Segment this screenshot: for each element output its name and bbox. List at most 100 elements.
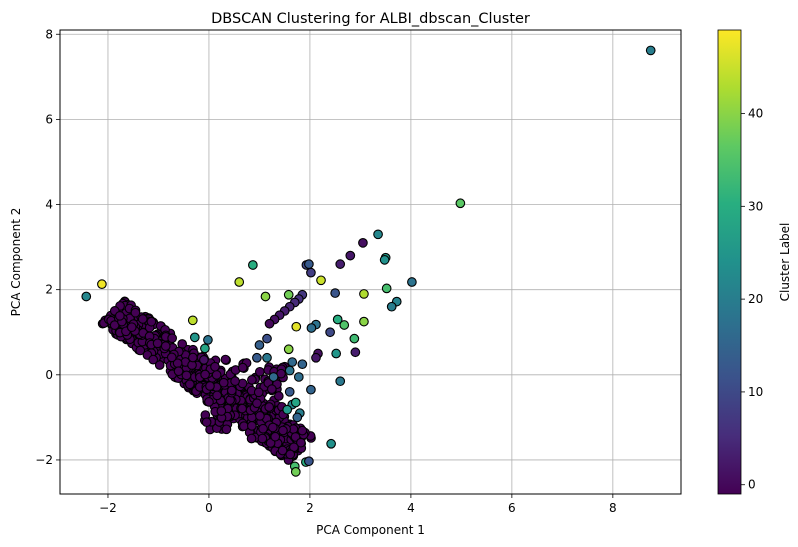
data-point: [316, 275, 326, 286]
plot-frame: [59, 29, 682, 495]
data-point: [285, 449, 296, 460]
data-point: [189, 332, 200, 343]
data-point: [359, 316, 369, 327]
data-point: [335, 376, 346, 387]
colorbar-tick-label: 40: [748, 107, 763, 121]
data-point: [253, 387, 264, 398]
data-point: [325, 327, 335, 338]
x-axis-ticks: −2 0 2 4 6 8: [99, 494, 617, 515]
colorbar-tick-label: 0: [748, 478, 756, 492]
colorbar-tick-label: 20: [748, 292, 763, 306]
data-point: [181, 370, 192, 381]
data-point: [373, 229, 383, 240]
data-point: [455, 198, 466, 209]
data-point: [264, 402, 275, 412]
data-point: [266, 384, 277, 395]
chart-title: DBSCAN Clustering for ALBI_dbscan_Cluste…: [211, 11, 530, 27]
data-point: [137, 314, 148, 324]
data-point: [221, 424, 232, 435]
data-point: [97, 279, 107, 289]
data-point: [230, 376, 240, 386]
data-point: [234, 277, 245, 287]
colorbar-ticks: 0 10 20 30 40: [741, 107, 763, 492]
data-point: [167, 333, 177, 344]
data-point: [293, 372, 304, 382]
data-point: [218, 377, 229, 388]
data-point: [287, 357, 298, 367]
data-point: [254, 366, 265, 377]
grid: [60, 30, 681, 494]
data-point: [220, 354, 231, 365]
data-point: [278, 425, 288, 436]
data-point: [345, 250, 356, 261]
data-point: [381, 283, 392, 294]
data-point: [187, 315, 198, 326]
data-point: [282, 404, 293, 415]
data-point: [331, 348, 342, 359]
data-point: [330, 288, 341, 298]
data-point: [284, 386, 295, 397]
data-point: [148, 354, 159, 365]
data-point: [290, 467, 301, 477]
data-point: [166, 352, 177, 363]
data-point: [358, 237, 368, 248]
data-point: [262, 352, 272, 363]
data-point: [292, 412, 303, 423]
data-point: [359, 289, 369, 299]
data-point: [257, 433, 268, 444]
data-point: [252, 352, 262, 363]
y-tick-label: −2: [35, 453, 53, 467]
data-point: [152, 338, 163, 349]
data-point: [349, 333, 360, 344]
y-axis-label: PCA Component 2: [9, 208, 23, 317]
data-point: [252, 398, 262, 409]
data-point: [200, 369, 210, 380]
x-tick-label: 8: [609, 501, 617, 515]
data-point: [326, 438, 336, 449]
data-point: [184, 379, 195, 390]
data-point: [296, 437, 306, 448]
data-point: [135, 345, 146, 356]
x-tick-label: −2: [99, 501, 117, 515]
data-point: [173, 366, 184, 377]
data-point: [126, 322, 137, 333]
data-point: [255, 411, 265, 421]
data-point: [254, 340, 265, 350]
data-point: [262, 333, 272, 344]
colorbar: [717, 29, 742, 495]
data-points: [81, 45, 656, 477]
data-point: [247, 421, 257, 431]
data-point: [146, 316, 157, 327]
data-point: [304, 456, 314, 467]
x-tick-label: 6: [508, 501, 516, 515]
y-tick-label: 6: [45, 112, 53, 126]
data-point: [304, 259, 314, 269]
data-point: [81, 291, 92, 302]
x-tick-label: 4: [407, 501, 415, 515]
data-point: [335, 259, 346, 269]
data-point: [246, 433, 257, 444]
y-tick-label: 0: [45, 368, 53, 382]
data-point: [130, 307, 141, 318]
data-point: [264, 318, 275, 329]
colorbar-tick-label: 10: [748, 385, 763, 399]
data-point: [248, 260, 258, 270]
data-point: [273, 391, 284, 401]
data-point: [645, 45, 656, 56]
data-point: [306, 267, 316, 278]
data-point: [258, 423, 268, 434]
y-tick-label: 8: [45, 27, 53, 41]
data-point: [268, 372, 279, 382]
data-point: [247, 375, 257, 385]
data-point: [226, 385, 237, 396]
data-point: [203, 335, 213, 345]
x-tick-label: 0: [205, 501, 213, 515]
data-point: [332, 314, 343, 325]
data-point: [199, 355, 209, 365]
data-point: [379, 255, 390, 265]
data-point: [350, 347, 361, 358]
data-point: [205, 381, 215, 391]
data-point: [210, 361, 220, 372]
y-tick-label: 4: [45, 198, 53, 212]
colorbar-label: Cluster Label: [778, 223, 792, 302]
